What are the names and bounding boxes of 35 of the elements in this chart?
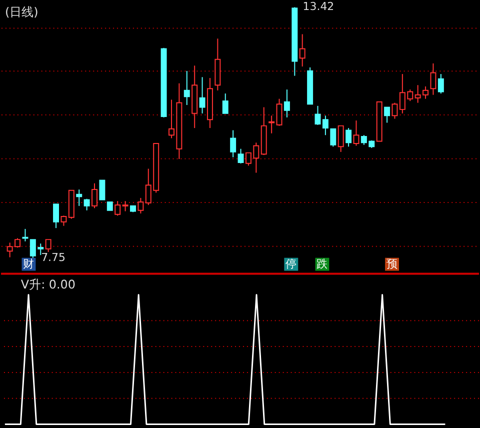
candlestick — [92, 182, 98, 209]
candlestick — [284, 89, 290, 118]
candlestick — [430, 62, 436, 96]
candlestick — [299, 34, 306, 68]
candlestick — [114, 200, 121, 216]
annotation: 7.75 — [41, 251, 66, 264]
candlestick — [314, 105, 321, 126]
candlestick — [322, 115, 328, 136]
candlestick — [238, 148, 244, 164]
candlestick — [76, 189, 82, 206]
candlestick — [353, 120, 360, 146]
candlestick — [338, 125, 344, 152]
chart-title: V升: 0.00 — [20, 278, 76, 292]
candlestick — [438, 74, 444, 94]
candlestick — [230, 130, 236, 158]
candlestick — [330, 128, 336, 148]
candlestick — [99, 180, 106, 200]
candlestick — [122, 200, 128, 212]
candlestick — [392, 102, 398, 120]
candlestick — [184, 70, 190, 106]
annotation: 财 — [23, 257, 34, 270]
annotation: 停 — [286, 257, 297, 270]
chart-title: (日线) — [4, 4, 38, 19]
candlestick — [346, 128, 352, 148]
annotation: 跌 — [316, 257, 328, 270]
candlestick — [53, 204, 60, 229]
annotation: 预 — [386, 257, 398, 270]
candlestick — [222, 93, 228, 114]
candlestick — [199, 76, 206, 114]
candlestick — [138, 197, 144, 214]
candlestick — [384, 106, 390, 124]
annotation: 13.42 — [302, 0, 334, 14]
candlestick — [60, 215, 67, 226]
candlestick — [45, 239, 52, 252]
candlestick — [276, 98, 282, 126]
